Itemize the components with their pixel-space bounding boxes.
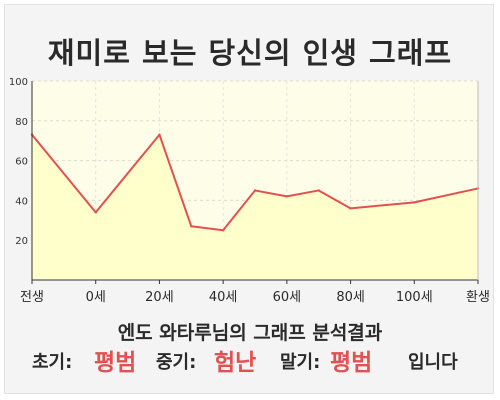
y-tick-label: 100: [9, 77, 28, 88]
chart-title: 재미로 보는 당신의 인생 그래프: [47, 36, 453, 70]
result-summary: 초기: 평범 중기: 험난 말기: 평범 입니다: [26, 346, 486, 380]
x-axis: 전생 0세 20세 40세 60세 80세 100세 환생: [20, 81, 490, 305]
data-point: [413, 201, 416, 204]
y-tick-label: 20: [15, 236, 28, 247]
ending-text: 입니다: [408, 352, 458, 373]
y-tick-label: 40: [15, 196, 28, 207]
life-area-fill: [32, 134, 478, 280]
data-point: [158, 133, 161, 136]
x-tick-label: 20세: [145, 290, 174, 305]
early-label: 초기:: [32, 352, 73, 373]
x-tick-label: 60세: [273, 290, 302, 305]
data-point: [349, 207, 352, 210]
data-point: [221, 229, 225, 232]
y-tick-label: 80: [15, 117, 28, 128]
x-tick-label: 환생: [466, 290, 490, 305]
y-axis: 20 40 60 80 100: [9, 77, 33, 280]
late-label: 말기:: [280, 352, 321, 373]
data-point: [253, 189, 257, 192]
data-point: [190, 225, 193, 228]
area-layer: [30, 133, 480, 280]
x-tick-label: 전생: [20, 290, 44, 305]
x-tick-label: 0세: [86, 290, 106, 305]
y-tick-label: 60: [15, 157, 28, 168]
data-point: [94, 211, 97, 214]
x-tick-label: 40세: [209, 290, 238, 305]
data-point: [285, 195, 289, 198]
late-value: 평범: [330, 350, 373, 376]
middle-label: 중기:: [156, 352, 197, 373]
early-value: 평범: [94, 350, 137, 376]
data-point: [317, 189, 320, 192]
x-tick-label: 80세: [336, 290, 365, 305]
result-heading: 엔도 와타루님의 그래프 분석결과: [117, 322, 383, 344]
middle-value: 험난: [214, 350, 257, 376]
x-tick-label: 100세: [396, 290, 433, 305]
